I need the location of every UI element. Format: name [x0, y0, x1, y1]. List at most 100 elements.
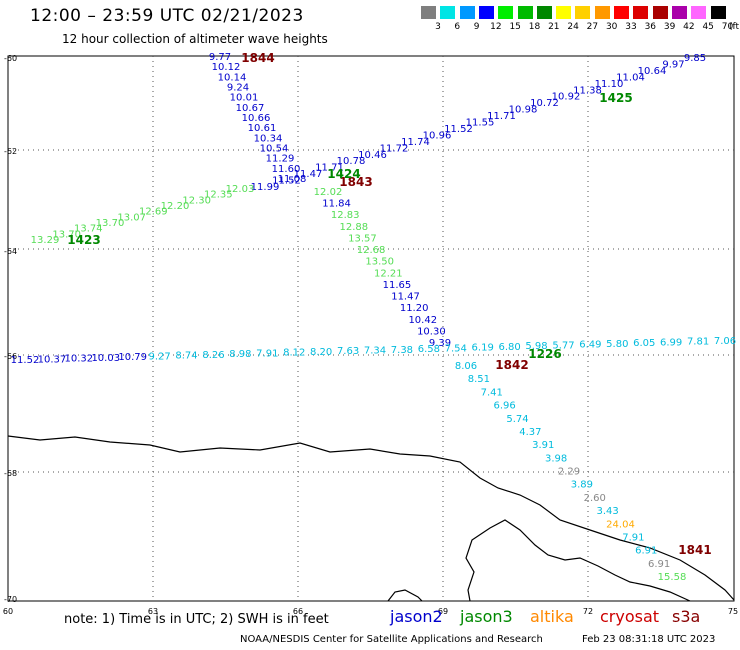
lat-label: -62 [4, 147, 17, 156]
scale-swatch [478, 6, 494, 19]
pass-time-label: 1841 [678, 543, 711, 557]
wave-height-label: 5.98 [525, 341, 547, 352]
wave-height-label: 8.74 [175, 351, 197, 362]
map-subtitle: 12 hour collection of altimeter wave hei… [62, 32, 328, 46]
wave-height-label: 11.29 [266, 154, 295, 165]
wave-height-label: 9.77 [209, 52, 231, 63]
wave-height-label: 11.04 [616, 72, 645, 83]
lon-label: 75 [728, 607, 738, 616]
scale-label: 9 [473, 22, 480, 32]
wave-height-label: 11.84 [322, 199, 351, 210]
map-border [7, 55, 735, 602]
wave-height-label: 9.39 [429, 338, 451, 349]
lon-label: 60 [3, 607, 13, 616]
scale-label: 18 [528, 22, 541, 32]
lon-label: 72 [583, 607, 593, 616]
wave-height-label: 8.26 [202, 350, 224, 361]
wave-height-label: 11.60 [272, 164, 301, 175]
wave-height-label: 13.29 [31, 235, 60, 246]
wave-height-label: 10.42 [408, 315, 437, 326]
wave-height-label: 11.47 [294, 169, 323, 180]
pass-time-label: 1424 [327, 167, 360, 181]
wave-height-label: 12.35 [204, 190, 233, 201]
pass-time-label: 1425 [599, 91, 632, 105]
scale-label: 70 [721, 22, 734, 32]
scale-swatch [633, 6, 649, 19]
wave-height-label: 10.78 [337, 156, 366, 167]
wave-height-label: 7.41 [481, 387, 503, 398]
wave-height-label: 2.60 [584, 493, 606, 504]
lon-label: 66 [293, 607, 303, 616]
wave-height-label: 9.24 [227, 83, 249, 94]
wave-height-label: 10.46 [358, 150, 387, 161]
wave-height-label: 15.58 [658, 572, 687, 583]
scale-label: 36 [644, 22, 657, 32]
wave-height-label: 6.58 [418, 344, 440, 355]
scale-label: 15 [509, 22, 521, 32]
lat-label: -60 [4, 54, 17, 63]
scale-swatch [498, 6, 514, 19]
wave-height-label: 3.43 [596, 506, 618, 517]
lat-label: -70 [4, 595, 17, 604]
wave-height-label: 10.98 [509, 105, 538, 116]
scale-label: 42 [683, 22, 695, 32]
wave-height-label: 11.55 [466, 118, 495, 129]
wave-height-label: 5.80 [606, 339, 628, 350]
map-axis-labels: -60 -62 -64 -66 -68 -70 60 63 66 69 72 75 [3, 54, 738, 616]
wave-height-label: 9.27 [148, 351, 170, 362]
wave-height-label: 11.08 [278, 174, 307, 185]
scale-swatch [614, 6, 629, 19]
wave-height-label: 4.37 [519, 427, 541, 438]
wave-height-label: 11.52 [444, 124, 473, 135]
coastline-inner [465, 519, 691, 602]
wave-height-label: 12.83 [331, 210, 360, 221]
wave-height-label: 11.71 [487, 111, 516, 122]
wave-height-label: 10.30 [417, 326, 446, 337]
scale-swatch [691, 6, 707, 19]
wave-height-label: 10.03 [91, 353, 120, 364]
wave-height-label: 10.14 [218, 72, 247, 83]
wave-height-label: 10.37 [38, 354, 67, 365]
wave-height-label: 6.80 [498, 342, 520, 353]
generated-timestamp: Feb 23 08:31:18 UTC 2023 [582, 634, 716, 645]
wave-height-label: 13.57 [348, 233, 377, 244]
scale-label: 27 [586, 22, 599, 32]
wave-height-label: 24.04 [606, 519, 635, 530]
wave-height-label: 10.12 [212, 62, 241, 73]
scale-swatch [517, 6, 533, 19]
wave-height-label: 6.05 [633, 338, 655, 349]
coastline-island [387, 589, 423, 602]
legend-jason3: jason3 [460, 607, 513, 626]
wave-height-label: 8.06 [455, 361, 477, 372]
wave-height-label: 12.21 [374, 268, 403, 279]
wave-height-label: 11.74 [401, 137, 430, 148]
wave-height-label: 5.74 [506, 414, 528, 425]
footer-note: note: 1) Time is in UTC; 2) SWH is in fe… [64, 612, 329, 627]
wave-height-label: 10.64 [638, 66, 667, 77]
scale-swatch [710, 6, 726, 19]
wave-height-label: 10.67 [236, 103, 265, 114]
pass-time-label: 1423 [67, 233, 100, 247]
pass-time-label: 1844 [241, 51, 274, 65]
antarctic-coastline [7, 435, 735, 602]
wave-height-label: 7.54 [445, 343, 467, 354]
wave-height-label: 3.91 [532, 440, 554, 451]
wave-height-label: 10.32 [65, 354, 94, 365]
lat-label: -66 [4, 352, 17, 361]
wave-height-label: 13.50 [365, 257, 394, 268]
scale-swatch [421, 6, 436, 19]
scale-swatch [575, 6, 591, 19]
wave-height-label: 7.91 [622, 532, 644, 543]
scale-label: 33 [625, 22, 637, 32]
wave-height-label: 11.72 [380, 143, 409, 154]
wave-height-label: 12.02 [314, 187, 343, 198]
wave-height-label: 10.92 [552, 92, 581, 103]
wave-height-label: 10.34 [254, 133, 283, 144]
lat-label: -68 [4, 469, 17, 478]
map-grid [8, 56, 734, 601]
wave-height-label: 9.85 [684, 53, 706, 64]
wave-height-label: 8.12 [283, 348, 305, 359]
wave-height-label: 13.07 [117, 212, 146, 223]
wave-height-label: 7.34 [364, 346, 386, 357]
